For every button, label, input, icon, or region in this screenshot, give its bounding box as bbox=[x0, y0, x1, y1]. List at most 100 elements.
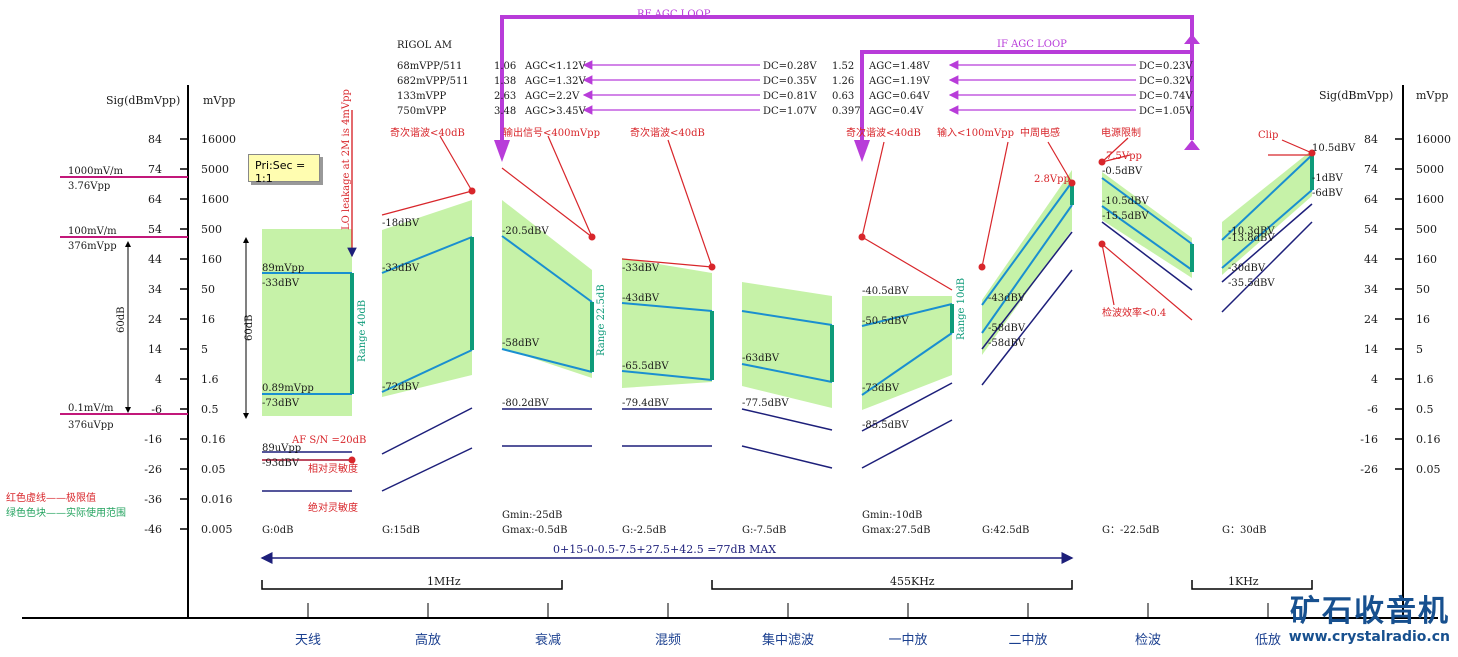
level-label: -63dBV bbox=[742, 353, 780, 364]
axis-db-label: 84 bbox=[148, 133, 162, 146]
band-af-label: 1KHz bbox=[1228, 575, 1259, 588]
axis-mvpp-label: 1600 bbox=[1416, 193, 1444, 206]
axis-mvpp-label: 0.5 bbox=[1416, 403, 1434, 416]
level-label: -73dBV bbox=[862, 383, 900, 394]
input-limit-note: 输入<100mVpp bbox=[937, 126, 1014, 139]
agc-cell-dc2: DC=0.23V bbox=[1139, 61, 1193, 72]
axis-db-label: 44 bbox=[1364, 253, 1378, 266]
agc-cell-agc1: AGC>3.45V bbox=[524, 106, 587, 117]
agc-cell-agc1: AGC=2.2V bbox=[524, 91, 580, 102]
agc-cell-level: 682mVPP/511 bbox=[397, 76, 469, 87]
level-label: -77.5dBV bbox=[742, 398, 789, 409]
axis-db-label: 24 bbox=[148, 313, 162, 326]
stage-name: 二中放 bbox=[1008, 633, 1047, 648]
level-label: -35.5dBV bbox=[1228, 278, 1275, 289]
range-10-label: Range 10dB bbox=[956, 278, 967, 340]
axis-db-label: 4 bbox=[155, 373, 162, 386]
level-label: 0.89mVpp bbox=[262, 383, 314, 394]
axis-mvpp-label: 5 bbox=[1416, 343, 1423, 356]
agc-cell-dc1: DC=0.28V bbox=[763, 61, 817, 72]
odd-harmonic-note: 奇次谐波<40dB bbox=[630, 126, 705, 139]
field-marker-top: 0.1mV/m bbox=[68, 403, 114, 414]
level-label: -79.4dBV bbox=[622, 398, 669, 409]
stage-name: 高放 bbox=[415, 632, 441, 648]
stage-gain-min: Gmin:-25dB bbox=[502, 510, 562, 521]
axis-db-label: -26 bbox=[1360, 463, 1378, 476]
axis-mvpp-label: 5000 bbox=[201, 163, 229, 176]
stage-gain: G:42.5dB bbox=[982, 525, 1029, 536]
level-label: 10.5dBV bbox=[1312, 143, 1356, 154]
agc-cell-gain: 1.38 bbox=[494, 76, 516, 87]
axis-db-label: 74 bbox=[148, 163, 162, 176]
stage-name: 混频 bbox=[655, 633, 681, 648]
vpp75-note: 7.5Vpp bbox=[1106, 151, 1142, 162]
level-label: -73dBV bbox=[262, 398, 300, 409]
range-40-label: Range 40dB bbox=[357, 300, 368, 362]
clip-note: Clip bbox=[1258, 130, 1278, 141]
axis-mvpp-label: 160 bbox=[1416, 253, 1437, 266]
stage-gain: G:15dB bbox=[382, 525, 420, 536]
agc-cell-val2: 1.26 bbox=[832, 76, 854, 87]
legend-red-line: 红色虚线——极限值 bbox=[6, 491, 96, 504]
level-label: -10.3dBV bbox=[1228, 226, 1275, 237]
agc-table: 68mVPP/511 1.06 AGC<1.12V DC=0.28V 1.52 AGC=1… bbox=[397, 61, 1193, 117]
agc-arrowheads bbox=[494, 34, 1200, 162]
axis-db-label: -36 bbox=[144, 493, 162, 506]
axis-mvpp-label: 50 bbox=[201, 283, 215, 296]
stage-gain: Gmax:-0.5dB bbox=[502, 525, 567, 536]
stage-gain: G：30dB bbox=[1222, 525, 1266, 536]
level-label: -30dBV bbox=[1228, 263, 1266, 274]
level-label: 89uVpp bbox=[262, 443, 301, 454]
axis-mvpp-label: 5000 bbox=[1416, 163, 1444, 176]
level-label: -58dBV bbox=[988, 338, 1026, 349]
right-axis-mvpp-label: mVpp bbox=[1416, 89, 1448, 102]
agc-cell-dc1: DC=0.81V bbox=[763, 91, 817, 102]
agc-cell-dc2: DC=1.05V bbox=[1139, 106, 1193, 117]
stage-name: 检波 bbox=[1135, 633, 1161, 648]
range-blocks bbox=[262, 150, 1312, 416]
lo-leakage-note: LO leakage at 2M is 4mVpp bbox=[341, 89, 352, 230]
level-label: -85.5dBV bbox=[862, 420, 909, 431]
stage-name: 天线 bbox=[295, 633, 321, 648]
axis-db-label: 84 bbox=[1364, 133, 1378, 146]
axis-db-label: -26 bbox=[144, 463, 162, 476]
abs-sens-note: 绝对灵敏度 bbox=[308, 501, 358, 514]
band-rf-label: 1MHz bbox=[427, 575, 461, 588]
axis-db-label: 54 bbox=[148, 223, 162, 236]
level-label: -93dBV bbox=[262, 458, 300, 469]
band-if-label: 455KHz bbox=[890, 575, 935, 588]
level-label: -33dBV bbox=[622, 263, 660, 274]
agc-cell-gain: 1.06 bbox=[494, 61, 516, 72]
level-label: -43dBV bbox=[622, 293, 660, 304]
level-labels: 89mVpp -33dBV 0.89mVpp -73dBV 89uVpp -93… bbox=[262, 143, 1356, 469]
level-label: -33dBV bbox=[382, 263, 420, 274]
field-marker-bottom: 376mVpp bbox=[68, 241, 117, 252]
axis-db-label: 34 bbox=[1364, 283, 1378, 296]
range-60-label: 60dB bbox=[244, 315, 255, 341]
level-label: -80.2dBV bbox=[502, 398, 549, 409]
agc-cell-agc2: AGC=1.48V bbox=[868, 61, 931, 72]
level-label: -15.5dBV bbox=[1102, 211, 1149, 222]
axis-mvpp-label: 16 bbox=[201, 313, 215, 326]
field-marker-bottom: 3.76Vpp bbox=[68, 181, 110, 192]
axis-mvpp-label: 500 bbox=[201, 223, 222, 236]
axis-db-label: -16 bbox=[144, 433, 162, 446]
level-label: -50.5dBV bbox=[862, 316, 909, 327]
axis-mvpp-label: 0.016 bbox=[201, 493, 233, 506]
rf-agc-loop-label: RF AGC LOOP bbox=[637, 9, 711, 20]
agc-cell-agc1: AGC=1.32V bbox=[524, 76, 587, 87]
agc-loops bbox=[500, 15, 1194, 140]
stage-gain: Gmax:27.5dB bbox=[862, 525, 930, 536]
axis-mvpp-label: 16000 bbox=[201, 133, 236, 146]
logo-name: 矿石收音机 bbox=[1290, 594, 1450, 629]
stage-name: 一中放 bbox=[888, 633, 927, 648]
stage-gain: G:0dB bbox=[262, 525, 293, 536]
axis-mvpp-label: 160 bbox=[201, 253, 222, 266]
axis-db-label: -16 bbox=[1360, 433, 1378, 446]
agc-header: RIGOL AM bbox=[397, 40, 452, 51]
axis-db-label: -6 bbox=[151, 403, 162, 416]
level-label: -20.5dBV bbox=[502, 226, 549, 237]
